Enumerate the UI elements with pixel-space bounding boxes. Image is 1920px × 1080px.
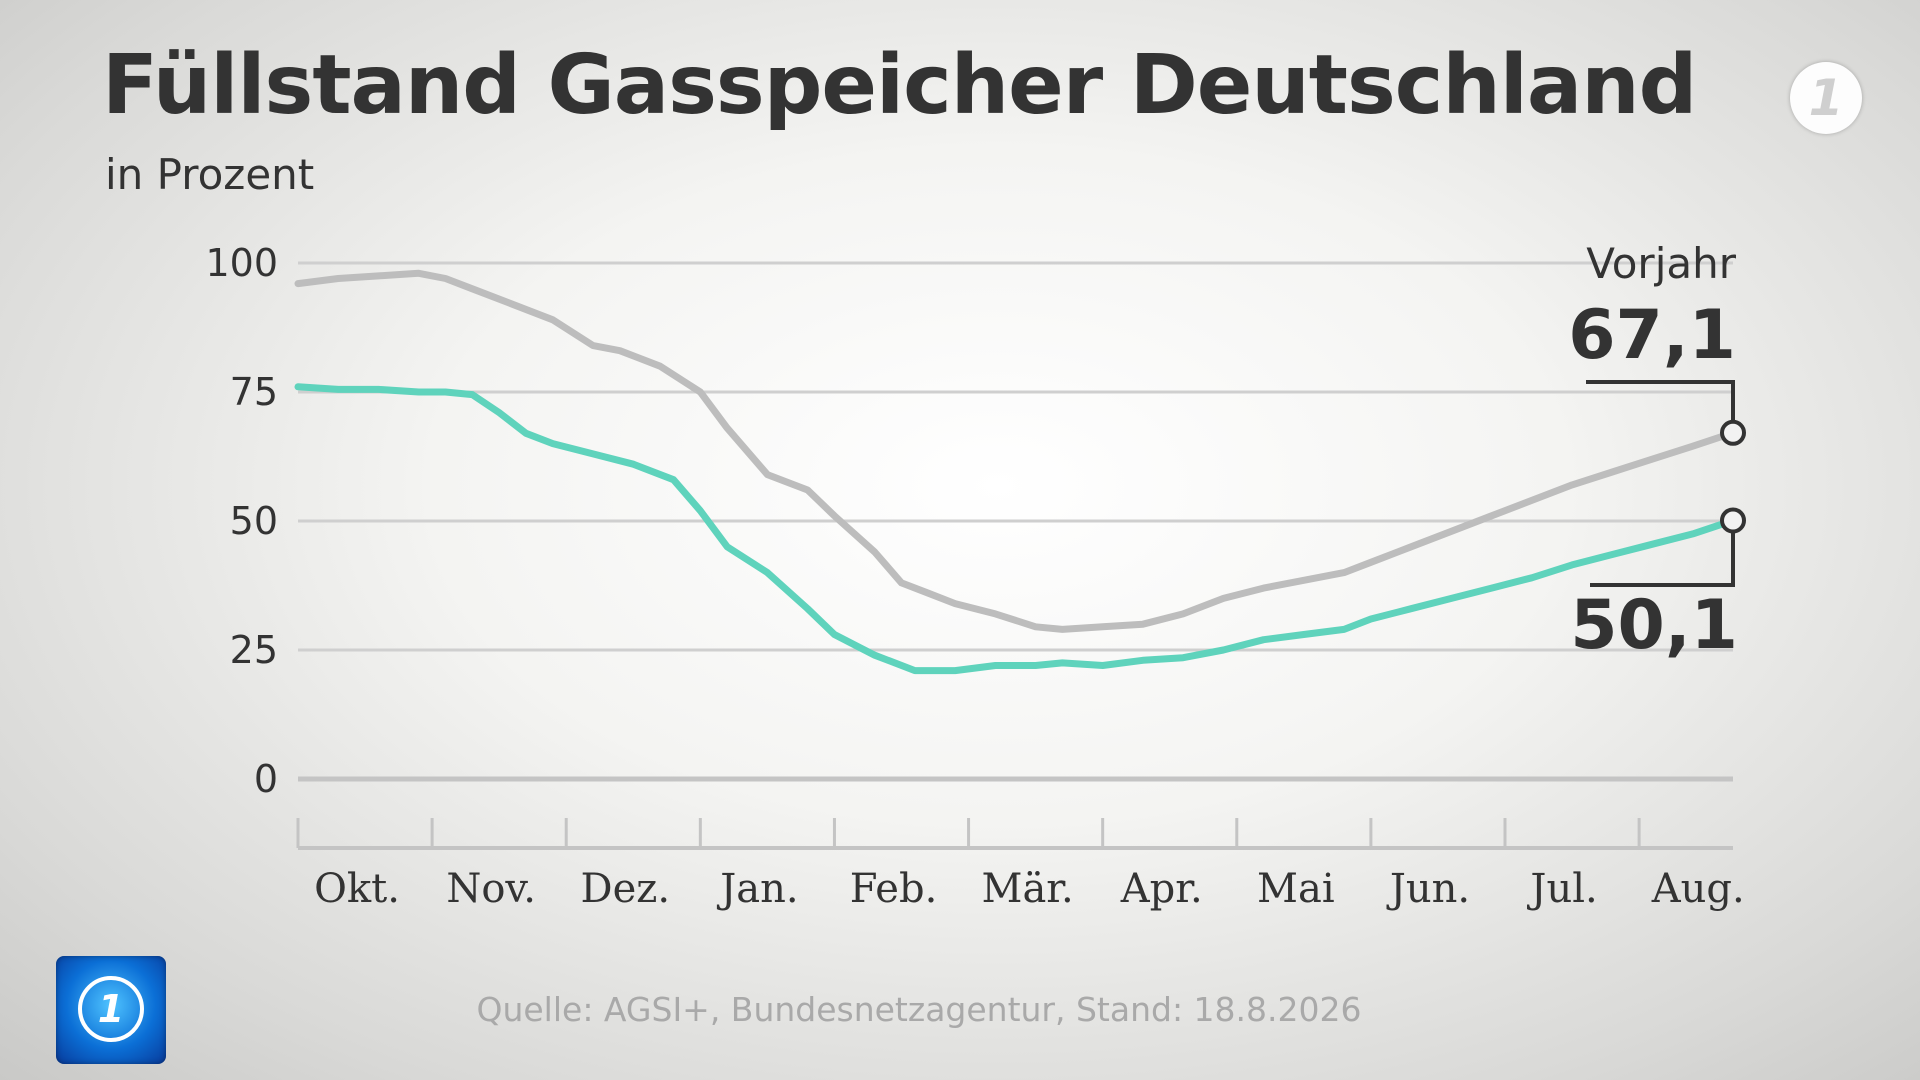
grid-layer [298, 261, 1733, 782]
source-note: Quelle: AGSI+, Bundesnetzagentur, Stand:… [476, 990, 1362, 1029]
x-tick-label-0: Okt. [314, 866, 400, 912]
y-tick-label-25: 25 [230, 628, 278, 672]
end-annotations: Vorjahr 67,1 50,1 [1568, 239, 1746, 665]
x-tick-label-10: Aug. [1651, 866, 1745, 912]
x-tick-label-2: Dez. [581, 866, 671, 912]
x-tick-label-3: Jan. [716, 866, 798, 912]
x-tick-label-4: Feb. [850, 866, 938, 912]
broadcaster-logo-mark: 1 [1808, 69, 1844, 127]
series-line-previous-year [294, 269, 1737, 633]
x-tick-label-8: Jun. [1386, 866, 1470, 912]
y-axis-tick-labels: 0 25 50 75 100 [205, 241, 278, 801]
x-axis [296, 818, 1733, 850]
chart-title: Füllstand Gasspeicher Deutschland [102, 38, 1697, 133]
y-tick-label-100: 100 [205, 241, 278, 285]
x-tick-label-1: Nov. [446, 866, 536, 912]
y-tick-label-50: 50 [230, 499, 278, 543]
x-axis-tick-labels: Okt. Nov. Dez. Jan. Feb. Mär. Apr. Mai Jun. Jul. A… [314, 866, 1745, 912]
x-tick-label-6: Apr. [1120, 866, 1203, 912]
x-tick-label-9: Jul. [1526, 866, 1597, 912]
globe-ring-icon [78, 976, 144, 1042]
x-tick-label-5: Mär. [981, 866, 1073, 912]
current-year-value: 50,1 [1570, 586, 1738, 665]
series-line-current-year [294, 383, 1737, 675]
tagesschau-globe-icon: 1 [56, 956, 166, 1064]
current-year-leader [1590, 532, 1735, 587]
x-tick-label-7: Mai [1257, 866, 1335, 912]
previous-year-label: Vorjahr [1586, 239, 1736, 288]
previous-year-value: 67,1 [1568, 296, 1736, 375]
chart-subtitle: in Prozent [105, 150, 315, 199]
broadcaster-logo: 1 [1790, 62, 1862, 134]
previous-year-end-marker [1720, 419, 1746, 446]
series-layer [294, 269, 1737, 675]
globe-mark: 1 [97, 987, 125, 1031]
y-tick-label-75: 75 [230, 370, 278, 414]
current-year-end-marker [1720, 507, 1746, 534]
y-tick-label-0: 0 [254, 757, 278, 801]
previous-year-leader [1586, 380, 1735, 421]
